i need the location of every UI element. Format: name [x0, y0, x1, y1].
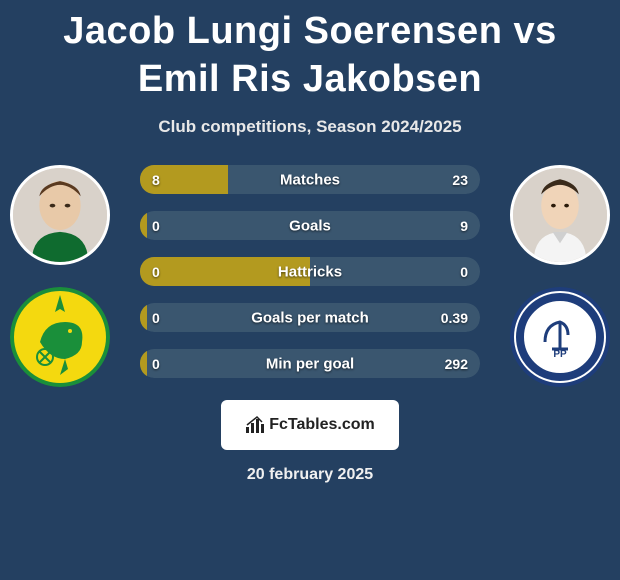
brand-badge: FcTables.com [221, 400, 399, 450]
club-left-badge [10, 287, 110, 387]
stat-row: 09Goals [140, 211, 480, 240]
footer-date: 20 february 2025 [0, 466, 620, 484]
comparison-area: PP 823Matches 09Goals 00Hattricks 00.39Goal… [0, 165, 620, 378]
subtitle: Club competitions, Season 2024/2025 [0, 117, 620, 137]
player-left-avatar [10, 165, 110, 265]
svg-text:PP: PP [553, 349, 567, 360]
stat-row: 00Hattricks [140, 257, 480, 286]
brand-text: FcTables.com [269, 416, 375, 434]
chart-icon [245, 415, 265, 435]
stats-bars: 823Matches 09Goals 00Hattricks 00.39Goals p… [140, 165, 480, 378]
club-right-badge: PP [510, 287, 610, 387]
page-title: Jacob Lungi Soerensen vs Emil Ris Jakobs… [0, 0, 620, 103]
player-left-column [0, 165, 120, 387]
player-right-column: PP [500, 165, 620, 387]
stat-row: 823Matches [140, 165, 480, 194]
player-right-avatar [510, 165, 610, 265]
stat-row: 00.39Goals per match [140, 303, 480, 332]
stat-row: 0292Min per goal [140, 349, 480, 378]
